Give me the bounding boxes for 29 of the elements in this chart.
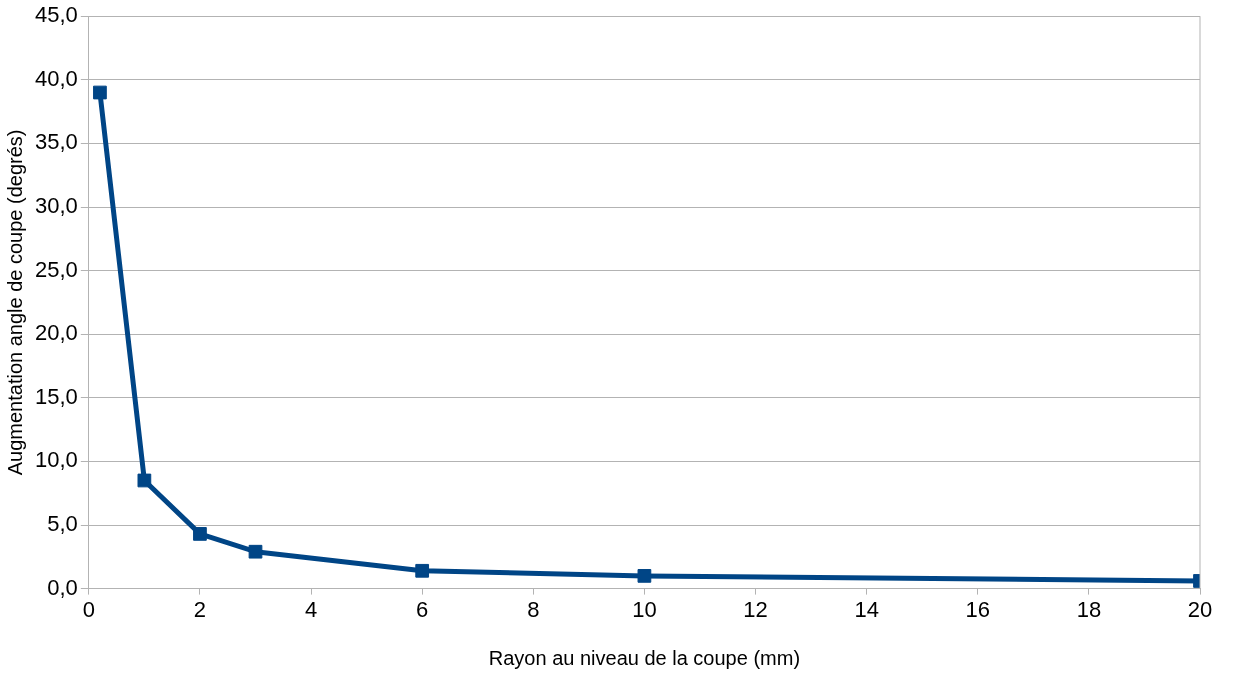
point: [248, 544, 263, 559]
y-tick-label: 35,0: [34, 129, 78, 155]
y-tick-label: 0,0: [47, 574, 78, 600]
y-tick-label: 30,0: [34, 193, 78, 219]
x-tick-label: 16: [965, 596, 991, 622]
x-tick-label: 20: [1187, 596, 1213, 622]
y-tick-label: 5,0: [47, 511, 78, 537]
y-tick-label: 25,0: [34, 256, 78, 282]
x-tick-label: 6: [416, 596, 429, 622]
x-tick-label: 14: [854, 596, 879, 622]
x-tick-label: 0: [82, 596, 95, 622]
x-tick-label: 10: [632, 596, 657, 622]
point: [93, 85, 107, 100]
x-axis-title: Rayon au niveau de la coupe (mm): [488, 646, 801, 669]
x-tick-label: 18: [1076, 596, 1102, 622]
y-tick-label: 40,0: [34, 65, 78, 91]
x-tick-label: 12: [743, 596, 768, 622]
point: [637, 569, 652, 583]
y-tick-label: 45,0: [34, 2, 78, 28]
x-tick-label: 2: [193, 596, 207, 622]
y-tick-label: 20,0: [34, 320, 78, 346]
y-tick-label: 15,0: [34, 383, 78, 409]
x-tick-label: 8: [527, 596, 540, 622]
x-tick-label: 4: [304, 596, 318, 622]
point: [193, 527, 207, 541]
y-tick-label: 10,0: [34, 447, 78, 473]
y-axis-title: Augmentation angle de coupe (degrés): [3, 129, 26, 476]
point: [137, 473, 152, 488]
point: [415, 563, 430, 578]
